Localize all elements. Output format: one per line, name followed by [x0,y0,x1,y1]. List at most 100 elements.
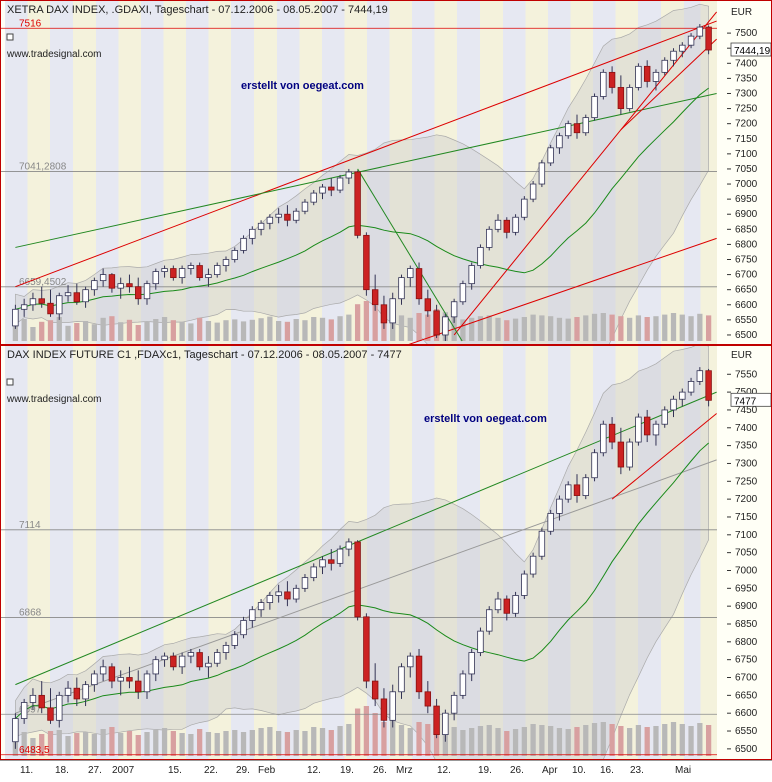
date-tick-label: 29. [236,765,250,776]
volume-bar [197,729,203,756]
candle-body [73,292,81,303]
volume-bar [583,725,589,756]
credit-text: erstellt von oegeat.com [241,80,364,92]
volume-bar [267,727,273,756]
volume-bar [512,729,519,756]
volume-bar [600,722,606,756]
candle-body [38,694,45,709]
week-stripe [457,1,480,344]
date-tick-label: 2007 [112,765,135,776]
week-stripe [593,346,616,759]
candle-body [108,666,116,682]
volume-bar [591,723,598,756]
candle-body [459,673,467,696]
price-tick-label: 7100 [735,149,758,160]
week-stripe [700,1,717,344]
candle-body [450,694,458,714]
volume-bar [363,301,370,341]
candle-body [696,370,704,382]
candle-body [56,694,63,721]
volume-bar [688,316,694,341]
candle-body [442,316,449,336]
candle-body [178,655,186,668]
candle-body [310,566,317,579]
trend-line [453,11,718,336]
price-tick-label: 7500 [735,28,758,39]
candle-body [529,555,537,575]
candle-body [512,216,519,233]
price-tick-label: 6650 [735,690,758,701]
candle-body [486,228,493,248]
candle-body [380,698,388,721]
volume-bar [12,325,19,341]
candle-body [135,680,142,693]
volume-bar [30,738,36,756]
volume-bar [118,322,124,341]
volume-bar [126,731,133,756]
candle-body [363,234,370,291]
candle-body [556,498,563,514]
candle-body [679,44,686,52]
price-tick-label: 6900 [735,209,758,220]
candle-body [152,271,159,285]
volume-bar [469,317,475,341]
price-tick-label: 7350 [735,73,758,84]
volume-bar [486,725,492,756]
candle-body [20,304,28,310]
dax-future-chart-panel[interactable]: 7114 6868 6597 6483,5 7550 7500 7450 7400 7350 73… [0,345,772,760]
dax-index-chart-panel[interactable]: 75167041,28086659,4502750074507400735073… [0,0,772,345]
volume-bar [469,728,475,756]
date-tick-label: 18. [55,765,69,776]
volume-bar [609,724,615,756]
price-tick-label: 6900 [735,601,758,612]
candle-body [687,381,695,393]
candle-body [187,652,195,657]
candle-body [29,298,37,306]
candle-body [363,616,370,682]
price-tick-label: 7400 [735,58,758,69]
week-stripe [503,346,526,759]
week-stripe [638,346,661,759]
trend-line [408,237,717,344]
volume-bar [354,708,361,756]
candle-body [389,298,396,324]
dax-future-chart-canvas[interactable]: 7114 6868 6597 6483,5 7550 7500 7450 7400 7350 73… [1,346,771,759]
candle-body [196,652,203,668]
date-tick-label: 27. [88,765,102,776]
candle-body [47,302,54,315]
dax-index-chart-canvas[interactable]: 75167041,28086659,4502750074507400735073… [1,1,771,344]
date-tick-label: 12. [437,765,451,776]
candle-body [38,298,45,304]
candle-body [442,712,449,735]
candle-body [398,666,405,693]
currency-label: EUR [731,7,753,18]
date-tick-label: 16. [600,765,614,776]
candle-body [12,718,19,743]
volume-bar [240,732,247,756]
week-stripe [480,346,503,759]
volume-bar [381,722,387,756]
volume-bar [556,317,563,341]
volume-bar [609,314,615,341]
candle-body [99,666,107,675]
volume-bar [512,318,519,341]
candle-body [328,186,335,191]
volume-bar [188,323,194,341]
candle-body [503,598,510,614]
volume-bar [284,732,291,756]
volume-bar [100,317,106,341]
date-tick-label: 19. [340,765,354,776]
candle-body [82,289,89,303]
candle-body [459,283,467,303]
candle-body [600,423,607,454]
candle-body [284,213,291,221]
candle-body [240,620,247,636]
price-tick-label: 7150 [735,134,758,145]
trend-line [15,459,717,714]
volume-bar [662,724,668,756]
week-stripe [700,346,717,759]
week-stripe [389,1,412,344]
candle-body [617,87,625,109]
date-tick-label: Mai [675,765,692,776]
candle-body [354,171,361,236]
